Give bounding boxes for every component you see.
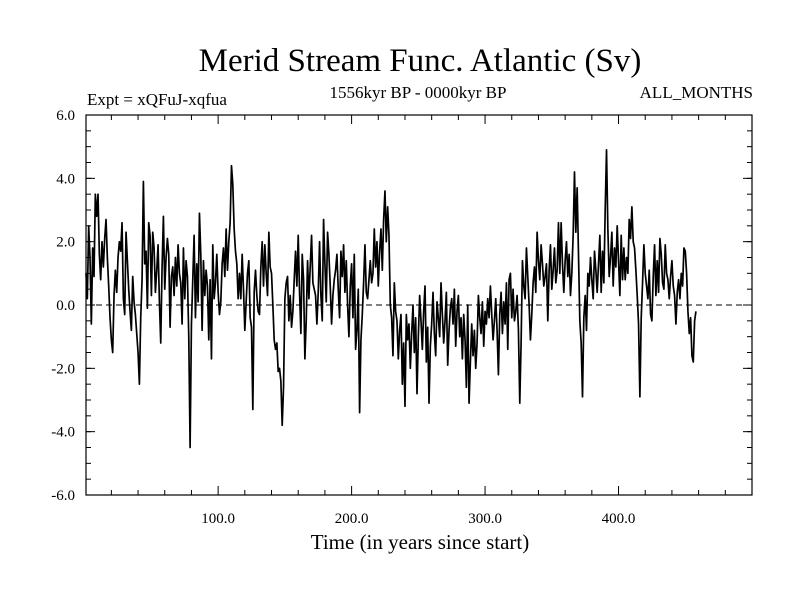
y-axis: -6.0 -4.0 -2.0 0.0 2.0 4.0 6.0 [51,108,752,504]
x-axis-label: Time (in years since start) [311,530,530,554]
x-tick-label: 200.0 [335,511,369,527]
y-tick-label: -6.0 [51,488,75,504]
time-range-label: 1556kyr BP - 0000kyr BP [330,83,507,102]
y-tick-label: 0.0 [56,298,75,314]
y-tick-label: 6.0 [56,108,75,124]
x-axis: 100.0 200.0 300.0 400.0 [110,115,726,527]
experiment-label: Expt = xQFuJ-xqfua [87,90,227,109]
y-tick-label: -2.0 [51,361,75,377]
plot-frame [85,114,753,496]
series-line [85,148,697,449]
x-tick-label: 400.0 [602,511,636,527]
chart-title: Merid Stream Func. Atlantic (Sv) [199,43,642,79]
y-tick-label: -4.0 [51,425,75,441]
months-label: ALL_MONTHS [640,83,753,102]
y-tick-label: 2.0 [56,235,75,251]
x-tick-label: 100.0 [201,511,235,527]
x-tick-label: 300.0 [468,511,502,527]
y-tick-label: 4.0 [56,171,75,187]
